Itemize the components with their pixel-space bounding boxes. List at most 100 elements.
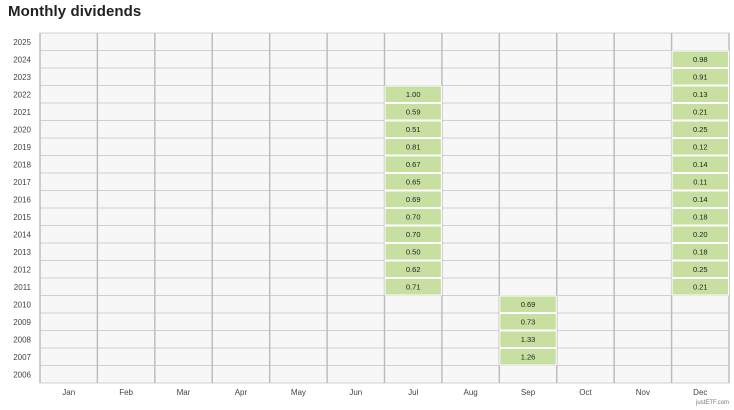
heatmap-cell [269, 172, 328, 191]
heatmap-cell [441, 207, 500, 226]
dividend-value-label: 1.00 [406, 90, 421, 99]
dividend-value-label: 0.67 [406, 160, 421, 169]
dividend-value-label: 0.14 [693, 195, 708, 204]
dividend-cell-jul-2011 [384, 278, 442, 296]
dividend-value-label: 1.33 [521, 335, 536, 344]
heatmap-cell [211, 242, 271, 261]
y-tick-label: 2019 [13, 143, 31, 152]
y-tick-label: 2007 [13, 353, 31, 362]
dividend-value-label: 0.98 [693, 55, 708, 64]
heatmap-cell [39, 32, 98, 51]
heatmap-cell [96, 207, 156, 226]
heatmap-cell [269, 207, 328, 226]
heatmap-cell [384, 365, 443, 384]
dividend-cell-dec-2023 [671, 68, 729, 86]
heatmap-cell [39, 50, 98, 69]
heatmap-cell [613, 172, 673, 191]
y-tick-label: 2025 [13, 38, 31, 47]
dividend-value-label: 0.51 [406, 125, 421, 134]
heatmap-cell [498, 137, 558, 156]
heatmap-cell [556, 242, 615, 261]
heatmap-cell [154, 67, 213, 86]
heatmap-cell [154, 50, 213, 69]
heatmap-cell [556, 312, 615, 331]
heatmap-cell [671, 32, 730, 51]
heatmap-cell [384, 295, 443, 314]
heatmap-cell [269, 260, 328, 279]
dividend-value-label: 0.69 [406, 195, 421, 204]
heatmap-cell [613, 295, 673, 314]
heatmap-cell [39, 155, 98, 174]
heatmap-cell [326, 242, 386, 261]
y-tick-label: 2022 [13, 90, 31, 99]
dividend-value-label: 0.81 [406, 143, 421, 152]
y-tick-label: 2017 [13, 178, 31, 187]
heatmap-cell [154, 207, 213, 226]
heatmap-cell [269, 347, 328, 366]
heatmap-cell [154, 312, 213, 331]
dividend-cell-jul-2018 [384, 155, 442, 173]
heatmap-cell [39, 102, 98, 121]
y-tick-label: 2013 [13, 248, 31, 257]
heatmap-cell [211, 190, 271, 209]
dividend-value-label: 0.62 [406, 265, 421, 274]
dividend-cell-dec-2024 [671, 50, 729, 68]
heatmap-cell [269, 330, 328, 349]
y-tick-label: 2009 [13, 318, 31, 327]
dividend-cell-jul-2021 [384, 103, 442, 121]
dividend-value-label: 0.13 [693, 90, 708, 99]
dividend-value-label: 0.12 [693, 143, 708, 152]
heatmap-cell [441, 312, 500, 331]
heatmap-cell [326, 260, 386, 279]
heatmap-cell [269, 242, 328, 261]
heatmap-cell [556, 365, 615, 384]
heatmap-cell [269, 295, 328, 314]
heatmap-cell [613, 137, 673, 156]
heatmap-cell [96, 32, 156, 51]
heatmap-cell [154, 347, 213, 366]
y-tick-label: 2018 [13, 160, 31, 169]
heatmap-cell [96, 330, 156, 349]
heatmap-cell [326, 120, 386, 139]
heatmap-cell [96, 365, 156, 384]
heatmap-cell [39, 242, 98, 261]
dividend-cell-dec-2017 [671, 173, 729, 191]
heatmap-cell [556, 85, 615, 104]
heatmap-cell [671, 295, 730, 314]
heatmap-cell [269, 120, 328, 139]
heatmap-cell [384, 32, 443, 51]
heatmap-cell [326, 295, 386, 314]
heatmap-cell [154, 330, 213, 349]
heatmap-cell [498, 32, 558, 51]
heatmap-cell [556, 295, 615, 314]
heatmap-cell [96, 155, 156, 174]
heatmap-cell [96, 242, 156, 261]
heatmap-cell [326, 50, 386, 69]
heatmap-cell [556, 330, 615, 349]
heatmap-cell [326, 85, 386, 104]
heatmap-cell [211, 207, 271, 226]
heatmap-cell [613, 67, 673, 86]
dividend-cell-jul-2022 [384, 85, 442, 103]
dividend-cell-dec-2021 [671, 103, 729, 121]
heatmap-cell [498, 50, 558, 69]
heatmap-cell [39, 365, 98, 384]
heatmap-cell [96, 67, 156, 86]
heatmap-cell [96, 172, 156, 191]
heatmap-cell [556, 190, 615, 209]
dividend-cell-jul-2020 [384, 120, 442, 138]
heatmap-cell [269, 85, 328, 104]
x-tick-label: Aug [464, 388, 478, 397]
heatmap-cell [154, 365, 213, 384]
heatmap-cell [498, 67, 558, 86]
heatmap-cell [613, 190, 673, 209]
heatmap-cell [613, 330, 673, 349]
dividend-cell-dec-2018 [671, 155, 729, 173]
heatmap-cell [441, 172, 500, 191]
heatmap-cell [384, 67, 443, 86]
heatmap-cell [269, 190, 328, 209]
heatmap-cell [96, 225, 156, 244]
heatmap-cell [154, 32, 213, 51]
heatmap-cell [154, 155, 213, 174]
heatmap-cell [211, 50, 271, 69]
